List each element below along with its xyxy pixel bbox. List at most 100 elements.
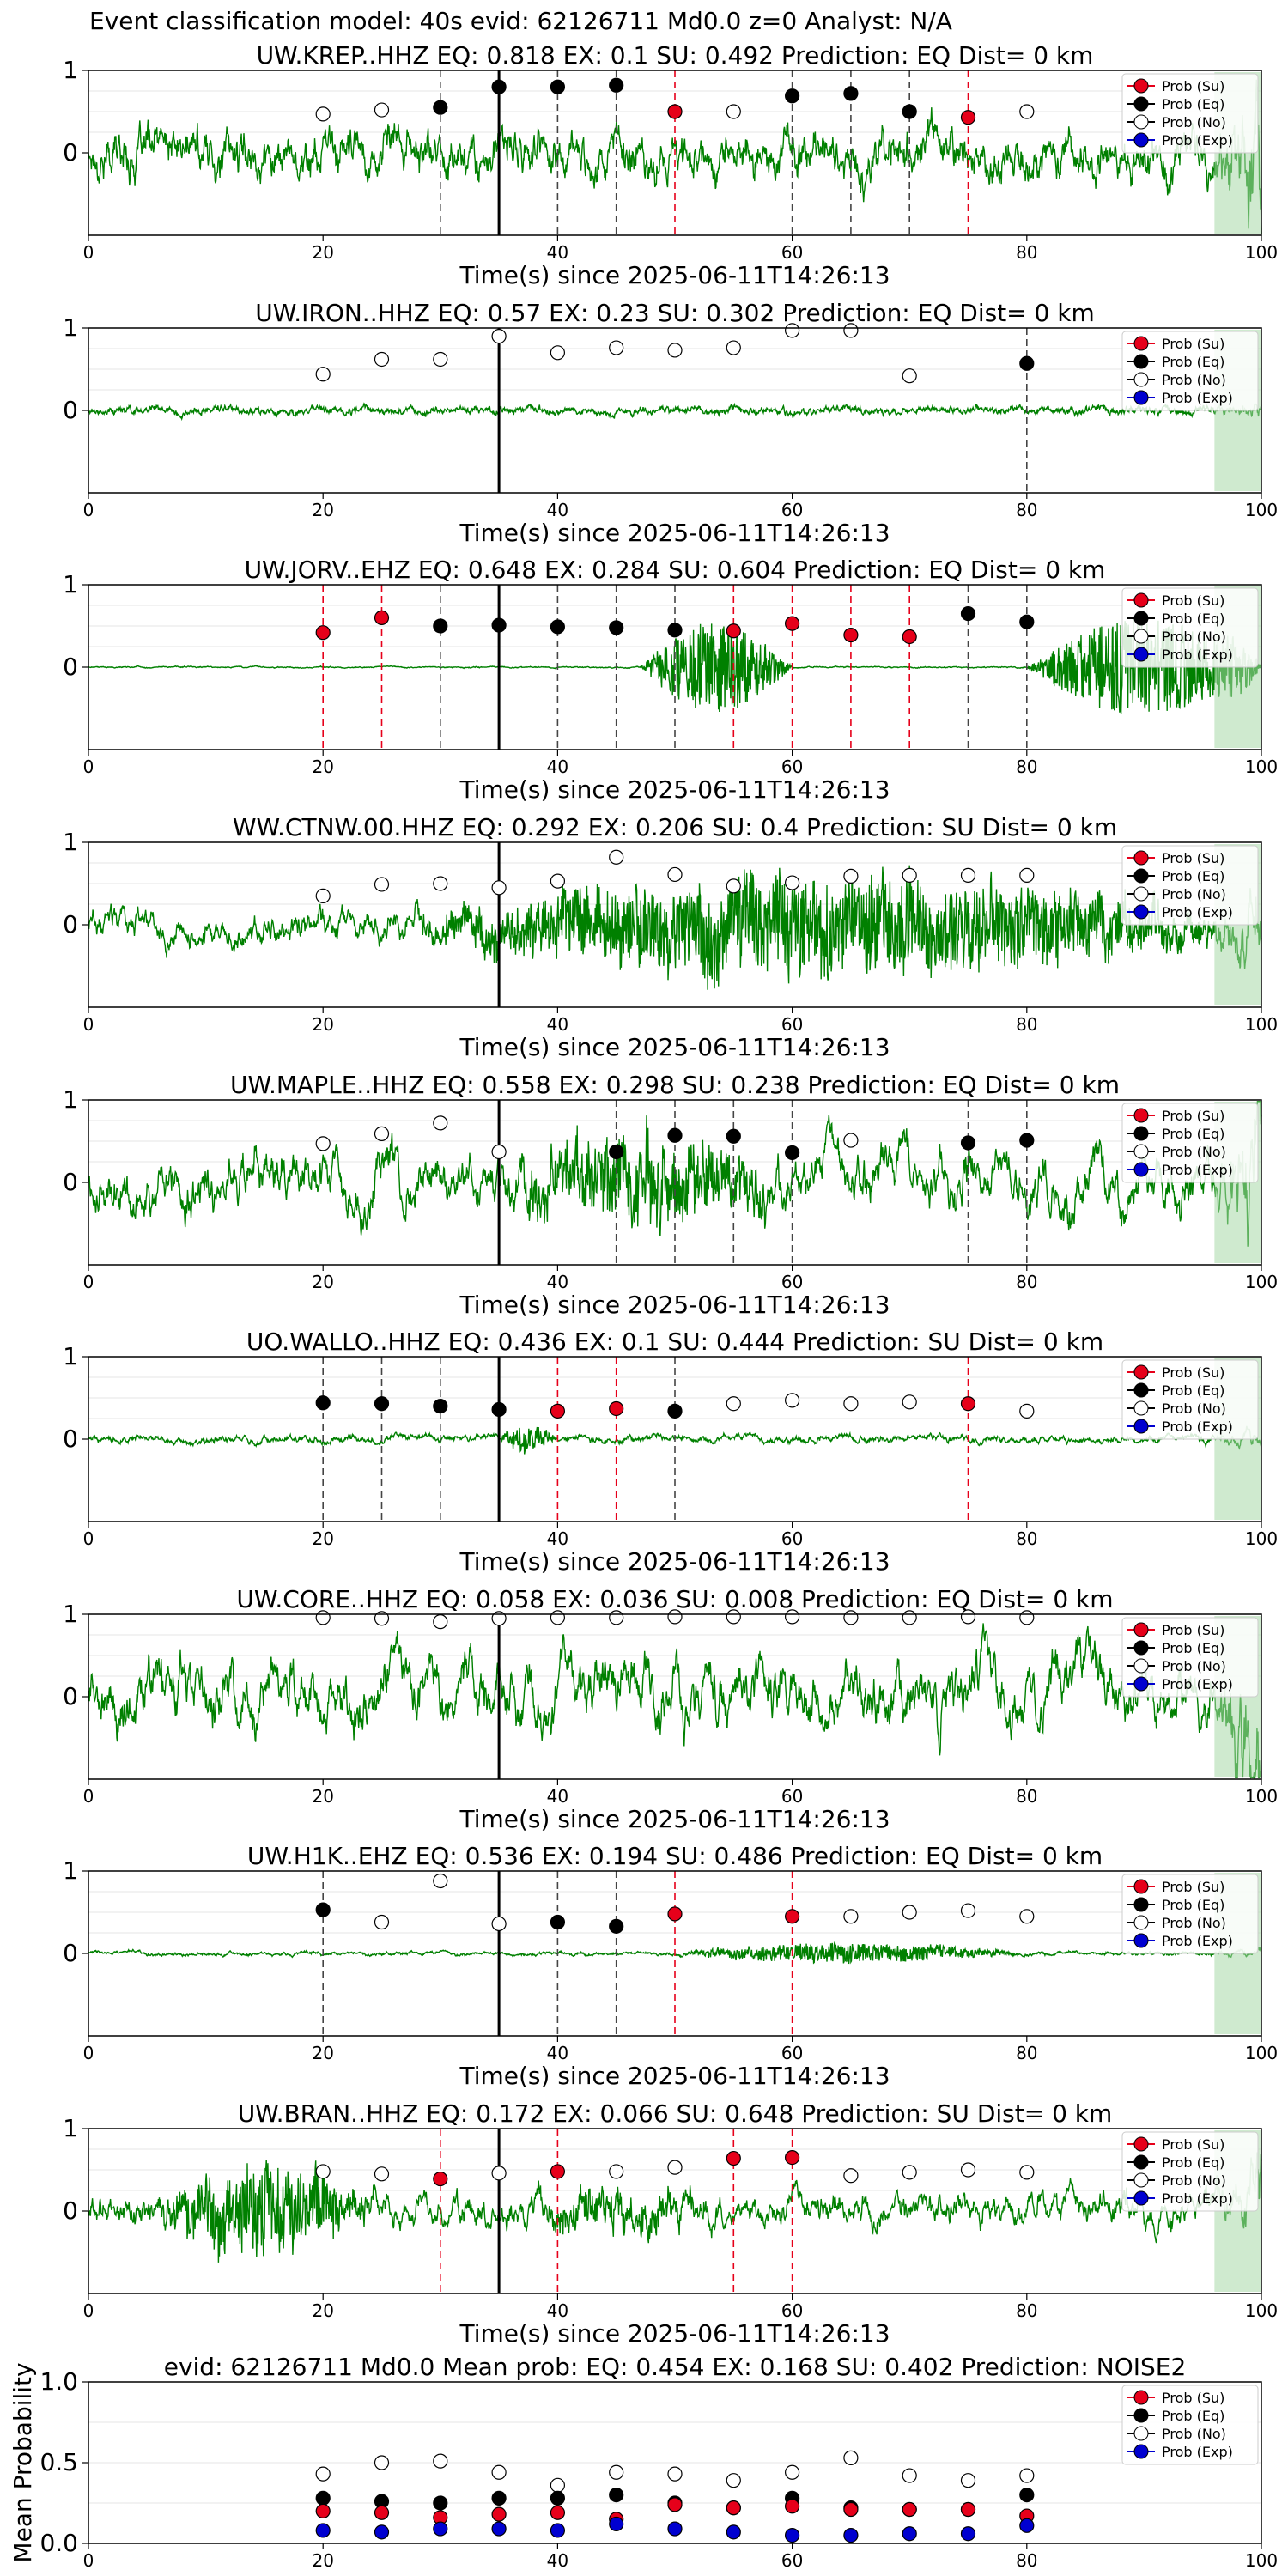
panel-7-point-3 (491, 1611, 507, 1626)
panel-mean-no-point-10 (902, 2468, 917, 2483)
panel-6-point-9 (843, 1396, 859, 1412)
panel-mean-legend-label-0: Prob (Su) (1162, 2390, 1224, 2406)
panel-9-xtick-label-4: 80 (1016, 2300, 1037, 2321)
panel-2-xlabel: Time(s) since 2025-06-11T14:26:13 (459, 519, 890, 547)
panel-mean-no-point-11 (960, 2473, 976, 2488)
panel-4-legend-label-2: Prob (No) (1162, 886, 1226, 902)
panel-4-point-6 (667, 866, 683, 883)
panel-9-legend-marker-1 (1133, 2154, 1149, 2170)
panel-3-xtick-label-1: 20 (312, 756, 333, 777)
panel-mean-su-point-11 (960, 2501, 976, 2518)
panel-5-point-4 (609, 1144, 624, 1160)
panel-5-point-0 (315, 1136, 331, 1151)
panel-1-point-11 (960, 110, 976, 125)
panel-3-point-6 (667, 623, 683, 638)
panel-5-legend-marker-3 (1133, 1162, 1149, 1177)
panel-8-ytick-label-0: 1 (63, 1856, 78, 1885)
panel-mean-legend-box (1121, 2385, 1259, 2465)
panel-mean-su-point-4 (550, 2505, 566, 2520)
panel-4-point-10 (902, 867, 917, 884)
panel-3-legend-label-0: Prob (Su) (1162, 592, 1224, 609)
panel-8-xlabel: Time(s) since 2025-06-11T14:26:13 (459, 2062, 890, 2090)
panel-9-point-2 (433, 2171, 448, 2187)
panel-8-xtick-label-5: 100 (1245, 2043, 1278, 2063)
panel-mean-su-point-10 (902, 2501, 917, 2518)
panel-8-xtick-label-3: 60 (781, 2043, 803, 2063)
panel-2-legend-label-2: Prob (No) (1162, 372, 1226, 388)
panel-3-point-7 (726, 623, 741, 639)
panel-mean-exp-point-3 (491, 2521, 507, 2537)
panel-3-xlabel: Time(s) since 2025-06-11T14:26:13 (459, 775, 890, 804)
panel-1-title: UW.KREP..HHZ EQ: 0.818 EX: 0.1 SU: 0.492… (257, 41, 1094, 70)
panel-4-legend-label-0: Prob (Su) (1162, 850, 1224, 866)
panel-8-point-8 (843, 1909, 859, 1924)
panel-1-legend-marker-0 (1133, 78, 1149, 94)
panel-5-ytick-label-0: 1 (63, 1085, 78, 1114)
panel-mean-su-point-6 (667, 2497, 683, 2512)
panel-8-point-10 (960, 1903, 976, 1918)
panel-4-legend-marker-1 (1133, 868, 1149, 884)
panel-7-frame (88, 1613, 1262, 1780)
panel-5-ytick-label-1: 0 (63, 1168, 78, 1196)
panel-7-legend-label-3: Prob (Exp) (1162, 1676, 1233, 1692)
panel-9-ytick-label-0: 1 (63, 2114, 78, 2142)
panel-4-xtick-label-5: 100 (1245, 1014, 1278, 1035)
panel-7-ytick-label-1: 0 (63, 1682, 78, 1710)
panel-1-xtick-label-2: 40 (547, 242, 568, 263)
panel-mean-no-point-9 (843, 2450, 859, 2465)
panel-mean-ytick-label-1: 0.5 (39, 2448, 78, 2476)
panel-9-point-0 (315, 2164, 331, 2179)
panel-mean-xtick-label-1: 20 (312, 2550, 333, 2571)
panel-5-title: UW.MAPLE..HHZ EQ: 0.558 EX: 0.298 SU: 0.… (230, 1071, 1120, 1099)
panel-4-title: WW.CTNW.00.HHZ EQ: 0.292 EX: 0.206 SU: 0… (233, 813, 1117, 841)
panel-6-xtick-label-3: 60 (781, 1528, 803, 1549)
panel-3-xtick-label-0: 0 (83, 756, 94, 777)
panel-4-xtick-label-1: 20 (312, 1014, 333, 1035)
panel-1-xtick-label-0: 0 (83, 242, 94, 263)
panel-6-xtick-label-0: 0 (83, 1528, 94, 1549)
panel-7-legend-label-2: Prob (No) (1162, 1658, 1226, 1674)
panel-mean-eq-point-4 (550, 2490, 566, 2506)
panel-7-xlabel: Time(s) since 2025-06-11T14:26:13 (459, 1805, 890, 1833)
panel-4-point-7 (726, 878, 741, 894)
panel-1-legend-label-3: Prob (Exp) (1162, 132, 1233, 149)
panel-9-xtick-label-1: 20 (312, 2300, 333, 2321)
panel-mean-no-point-12 (1019, 2468, 1035, 2483)
panel-5-legend-label-0: Prob (Su) (1162, 1108, 1224, 1124)
panel-7-point-0 (315, 1610, 331, 1625)
panel-1-legend-box (1121, 73, 1259, 154)
panel-2-point-9 (843, 323, 859, 338)
panel-6-xtick-label-2: 40 (547, 1528, 568, 1549)
panel-mean-eq-point-5 (609, 2488, 624, 2503)
panel-6: UO.WALLO..HHZ EQ: 0.436 EX: 0.1 SU: 0.44… (63, 1327, 1278, 1576)
panel-7-legend-marker-0 (1133, 1622, 1149, 1637)
panel-4-point-0 (315, 888, 331, 904)
panel-7-xtick-label-4: 80 (1016, 1786, 1037, 1807)
panel-1-legend-label-0: Prob (Su) (1162, 78, 1224, 94)
panel-mean-no-point-5 (609, 2464, 624, 2480)
panel-mean-legend-marker-0 (1133, 2390, 1149, 2405)
panel-2-point-6 (667, 343, 683, 358)
panel-5-xtick-label-2: 40 (547, 1272, 568, 1292)
panel-2-legend-marker-2 (1133, 372, 1149, 387)
panel-3-point-4 (550, 619, 566, 635)
panel-6-legend-label-3: Prob (Exp) (1162, 1419, 1233, 1435)
panel-9-legend-marker-3 (1133, 2190, 1149, 2206)
panel-5-point-6 (726, 1128, 741, 1144)
panel-mean-su-point-8 (784, 2499, 800, 2514)
panel-7-point-6 (667, 1609, 683, 1625)
panel-6-xtick-label-5: 100 (1245, 1528, 1278, 1549)
panel-5-point-5 (667, 1127, 683, 1143)
panel-6-ytick-label-0: 1 (63, 1342, 78, 1370)
panel-8-legend-label-3: Prob (Exp) (1162, 1933, 1233, 1949)
panel-1-point-6 (667, 104, 683, 119)
panel-6-legend-marker-0 (1133, 1364, 1149, 1380)
panel-9-xtick-label-2: 40 (547, 2300, 568, 2321)
panel-7-xtick-label-0: 0 (83, 1786, 94, 1807)
panel-mean-xtick-label-3: 60 (781, 2550, 803, 2571)
panel-2-xtick-label-1: 20 (312, 500, 333, 520)
panel-8-point-5 (609, 1918, 624, 1934)
panel-2-point-8 (784, 323, 800, 338)
panel-3-point-2 (433, 618, 448, 634)
panel-3-point-5 (609, 620, 624, 635)
